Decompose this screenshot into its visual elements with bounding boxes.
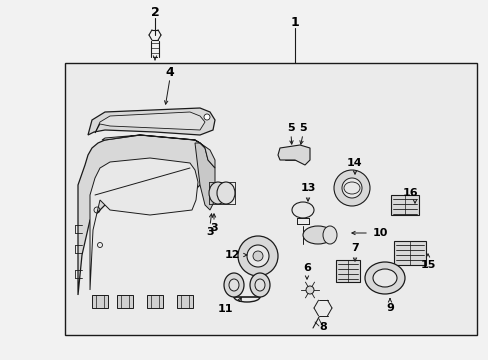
Text: 15: 15 (420, 260, 435, 270)
Bar (65, 63, 476, 335)
Text: 2: 2 (150, 5, 159, 18)
Text: 4: 4 (165, 66, 174, 78)
Ellipse shape (254, 279, 264, 291)
Polygon shape (393, 241, 425, 265)
Ellipse shape (217, 182, 235, 204)
Polygon shape (102, 135, 215, 168)
Text: 16: 16 (401, 188, 417, 198)
Text: 8: 8 (319, 322, 326, 332)
Text: 14: 14 (346, 158, 362, 168)
Polygon shape (92, 295, 108, 308)
Text: 5: 5 (286, 123, 294, 133)
Polygon shape (177, 295, 193, 308)
Text: 13: 13 (300, 183, 315, 193)
Circle shape (238, 236, 278, 276)
Circle shape (305, 286, 313, 294)
Text: 1: 1 (290, 15, 299, 28)
Polygon shape (147, 295, 163, 308)
Ellipse shape (249, 273, 269, 297)
Text: 10: 10 (371, 228, 387, 238)
Ellipse shape (323, 226, 336, 244)
Text: 5: 5 (299, 123, 306, 133)
Ellipse shape (224, 273, 244, 297)
Polygon shape (278, 145, 309, 165)
Polygon shape (390, 195, 418, 215)
Circle shape (252, 251, 263, 261)
Text: 7: 7 (350, 243, 358, 253)
Ellipse shape (372, 269, 396, 287)
Ellipse shape (228, 279, 239, 291)
Text: 12: 12 (224, 250, 239, 260)
Polygon shape (88, 108, 215, 135)
Circle shape (246, 245, 268, 267)
Polygon shape (95, 112, 204, 133)
Ellipse shape (364, 262, 404, 294)
Polygon shape (195, 143, 215, 210)
Text: 9: 9 (385, 303, 393, 313)
Polygon shape (335, 260, 359, 282)
Ellipse shape (291, 202, 313, 218)
Polygon shape (117, 295, 133, 308)
Ellipse shape (208, 182, 226, 204)
Text: 3: 3 (210, 223, 217, 233)
Circle shape (203, 114, 209, 120)
Text: 11: 11 (217, 304, 232, 314)
Polygon shape (78, 135, 207, 295)
Ellipse shape (303, 226, 332, 244)
Text: 3: 3 (206, 227, 213, 237)
Circle shape (333, 170, 369, 206)
Circle shape (341, 178, 361, 198)
Text: 6: 6 (303, 263, 310, 273)
Polygon shape (90, 158, 198, 290)
